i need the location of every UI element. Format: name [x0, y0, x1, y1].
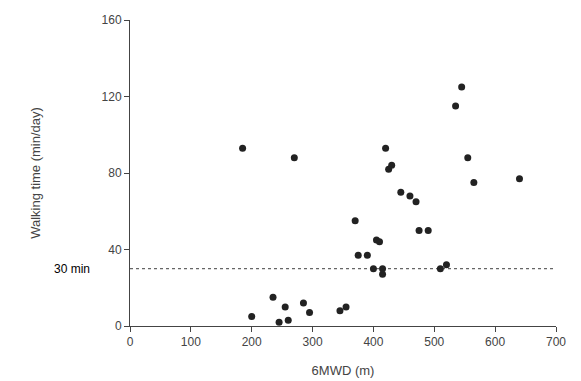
svg-text:120: 120 — [102, 90, 122, 104]
svg-text:700: 700 — [546, 335, 566, 349]
svg-text:160: 160 — [102, 13, 122, 27]
svg-text:40: 40 — [108, 243, 122, 257]
svg-text:500: 500 — [424, 335, 444, 349]
svg-text:200: 200 — [242, 335, 262, 349]
svg-text:6MWD (m): 6MWD (m) — [312, 363, 375, 378]
svg-text:400: 400 — [363, 335, 383, 349]
svg-text:0: 0 — [127, 335, 134, 349]
svg-text:300: 300 — [303, 335, 323, 349]
svg-text:Walking time (min/day): Walking time (min/day) — [28, 107, 43, 239]
svg-text:30 min: 30 min — [54, 262, 90, 276]
svg-text:0: 0 — [115, 319, 122, 333]
svg-text:600: 600 — [485, 335, 505, 349]
svg-text:80: 80 — [108, 166, 122, 180]
svg-text:100: 100 — [181, 335, 201, 349]
